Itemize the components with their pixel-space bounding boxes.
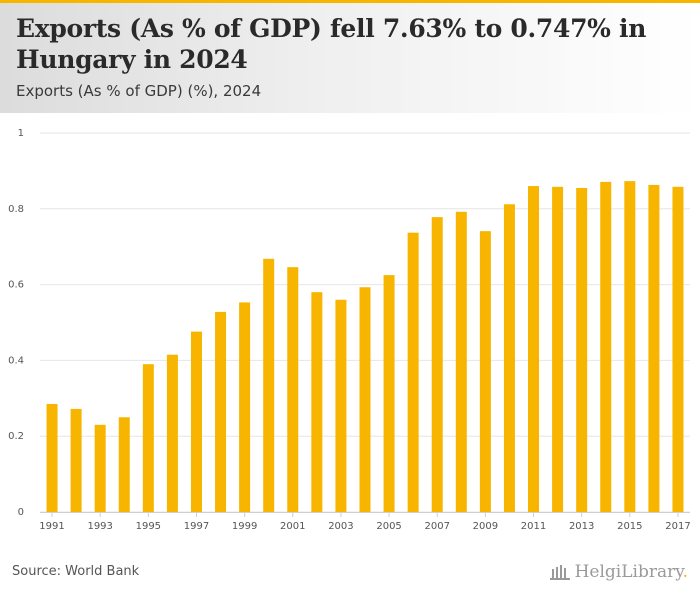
bar-1999[interactable] (239, 302, 251, 512)
y-tick-label: 1 (18, 128, 24, 139)
x-tick-label: 1993 (87, 521, 112, 532)
accent-bar (0, 0, 700, 3)
x-tick-label: 1991 (39, 521, 64, 532)
x-tick-label: 2013 (569, 521, 594, 532)
bar-2016[interactable] (648, 184, 660, 512)
bar-1998[interactable] (215, 311, 227, 512)
bar-2000[interactable] (263, 258, 275, 512)
bar-1996[interactable] (166, 354, 178, 512)
bar-1994[interactable] (118, 417, 130, 512)
bar-1997[interactable] (190, 331, 202, 512)
bar-2013[interactable] (576, 187, 588, 512)
x-tick-label: 2011 (521, 521, 546, 532)
bar-2009[interactable] (479, 231, 491, 512)
x-tick-label: 1997 (184, 521, 209, 532)
chart-subtitle: Exports (As % of GDP) (%), 2024 (16, 82, 262, 100)
bar-2015[interactable] (624, 181, 636, 512)
bar-2008[interactable] (455, 211, 467, 512)
bar-1995[interactable] (142, 364, 154, 512)
bar-2006[interactable] (407, 232, 419, 512)
bar-2001[interactable] (287, 267, 299, 512)
y-axis-ticks: 0 0.2 0.4 0.6 0.8 1 (8, 128, 24, 518)
bar-1991[interactable] (46, 403, 58, 512)
x-tick-label: 2001 (280, 521, 305, 532)
y-tick-label: 0.8 (8, 204, 24, 215)
library-building-icon (549, 565, 570, 580)
x-tick-label: 2007 (424, 521, 449, 532)
x-tick-label: 2003 (328, 521, 353, 532)
y-tick-label: 0.6 (8, 280, 24, 291)
bar-2012[interactable] (552, 186, 564, 512)
x-tick-label: 2005 (376, 521, 401, 532)
x-tick-label: 1995 (136, 521, 161, 532)
x-tick-label: 2015 (617, 521, 642, 532)
bar-2002[interactable] (311, 292, 323, 512)
bar-2014[interactable] (600, 181, 612, 512)
bar-1993[interactable] (94, 424, 106, 512)
y-tick-label: 0.2 (8, 431, 24, 442)
bar-2005[interactable] (383, 275, 395, 512)
bar-2011[interactable] (528, 186, 540, 512)
bar-2003[interactable] (335, 299, 347, 512)
x-axis: 1991 1993 1995 1997 1999 2001 2003 2005 2007 2009… (39, 512, 691, 532)
bar-chart: 0 0.2 0.4 0.6 0.8 1 1991 1993 1995 1997 1999 2001 2… (8, 128, 691, 532)
logo-wordmark: HelgiLibrary. (574, 562, 688, 582)
bar-series (46, 181, 684, 512)
bar-2010[interactable] (503, 204, 515, 512)
x-tick-label: 2017 (665, 521, 690, 532)
y-tick-label: 0.4 (8, 355, 24, 366)
bar-1992[interactable] (70, 408, 82, 512)
source-note: Source: World Bank (12, 564, 140, 579)
header-band: Exports (As % of GDP) fell 7.63% to 0.74… (0, 0, 700, 113)
x-tick-label: 1999 (232, 521, 257, 532)
page-title: Exports (As % of GDP) fell 7.63% to 0.74… (16, 14, 647, 74)
x-tick-label: 2009 (473, 521, 498, 532)
y-tick-label: 0 (18, 507, 24, 518)
helgilibrary-logo[interactable]: HelgiLibrary. (549, 562, 688, 582)
bar-2004[interactable] (359, 287, 371, 512)
bar-2017[interactable] (672, 186, 684, 512)
bar-2007[interactable] (431, 217, 443, 512)
